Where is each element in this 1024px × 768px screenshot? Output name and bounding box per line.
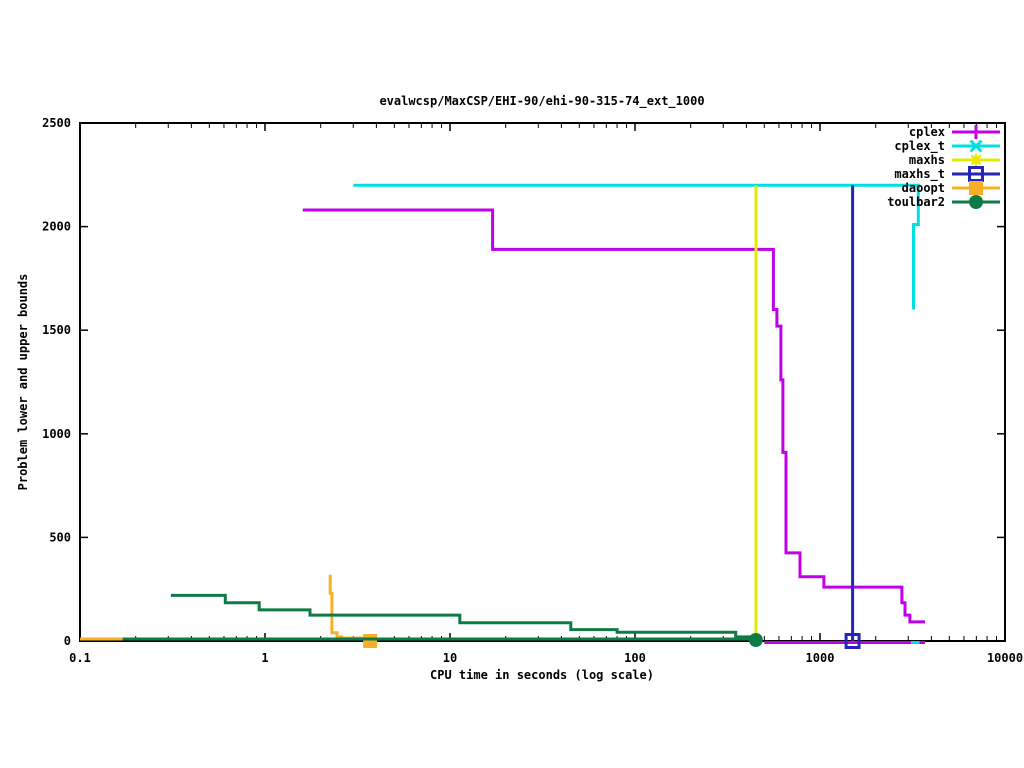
legend-label-cplex: cplex (909, 125, 945, 139)
cplex_t-upper-bound-line (353, 183, 920, 310)
x-tick-label: 100 (624, 651, 646, 665)
legend-label-cplex_t: cplex_t (894, 139, 945, 154)
legend-label-maxhs: maxhs (909, 153, 945, 167)
filled-square-marker (969, 181, 983, 195)
daoopt-upper-bound-line (328, 574, 371, 640)
cplex-upper-bound-line (302, 208, 926, 624)
legend-label-maxhs_t: maxhs_t (894, 167, 945, 182)
y-tick-label: 2000 (42, 220, 71, 234)
y-tick-label: 1500 (42, 323, 71, 337)
toulbar2-upper-bound-line (170, 593, 758, 641)
y-tick-label: 1000 (42, 427, 71, 441)
filled-circle-marker (969, 195, 983, 209)
y-tick-label: 500 (49, 530, 71, 544)
x-axis-label: CPU time in seconds (log scale) (430, 668, 654, 682)
chart-title: evalwcsp/MaxCSP/EHI-90/ehi-90-315-74_ext… (379, 94, 704, 109)
cross-marker (969, 139, 983, 153)
y-tick-label: 2500 (42, 116, 71, 130)
x-tick-label: 10 (443, 651, 457, 665)
asterisk-marker (970, 154, 982, 166)
filled-circle-marker (748, 633, 763, 647)
legend-label-daoopt: daoopt (902, 181, 945, 195)
legend-label-toulbar2: toulbar2 (887, 195, 945, 209)
plot-graphics: 0.1 1 10 100 1000 10000 0 500 1000 1500 2000 2500 cp… (42, 116, 1023, 665)
filled-square-marker (363, 634, 378, 648)
plot-border (79, 122, 1006, 642)
x-tick-label: 0.1 (69, 651, 91, 665)
open-square-marker (968, 166, 984, 182)
x-tick-label: 10000 (987, 651, 1023, 665)
y-tick-label: 0 (64, 634, 71, 648)
open-square-marker (844, 633, 861, 649)
y-axis-label: Problem lower and upper bounds (16, 274, 30, 491)
x-tick-label: 1000 (806, 651, 835, 665)
x-tick-label: 1 (261, 651, 268, 665)
